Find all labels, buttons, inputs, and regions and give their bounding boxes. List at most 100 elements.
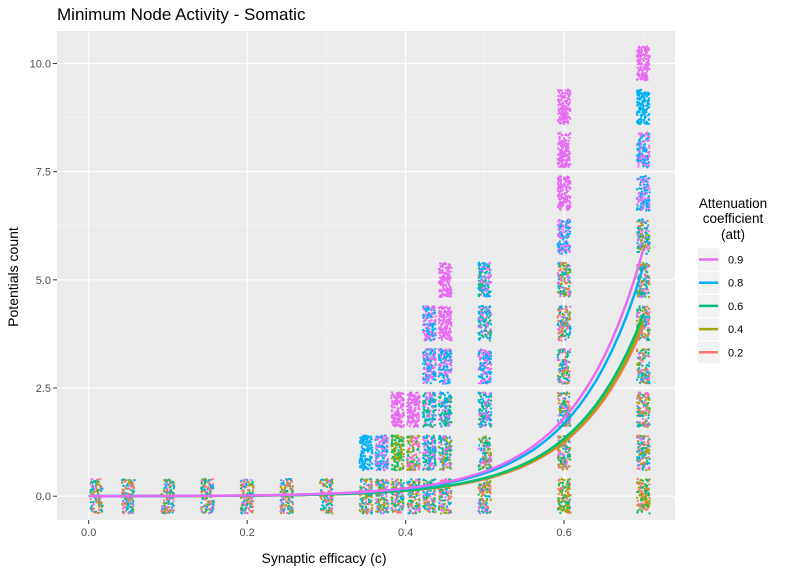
data-point <box>376 438 380 441</box>
data-point <box>478 338 481 341</box>
data-point <box>479 366 482 369</box>
data-point <box>431 446 434 449</box>
data-point <box>377 462 380 465</box>
data-point <box>95 483 98 487</box>
data-point <box>488 392 492 396</box>
data-point <box>426 402 429 406</box>
data-point <box>561 411 564 414</box>
data-point <box>377 450 381 453</box>
data-point <box>122 484 125 488</box>
data-point <box>485 395 488 398</box>
data-point <box>413 425 416 428</box>
data-point <box>396 511 399 514</box>
data-point <box>431 349 434 353</box>
data-point <box>447 370 450 373</box>
data-point <box>440 443 443 446</box>
data-point <box>409 412 412 415</box>
data-point <box>370 512 373 515</box>
data-point <box>130 481 133 484</box>
data-point <box>384 434 388 437</box>
data-point <box>488 460 491 463</box>
data-point <box>561 444 565 448</box>
data-point <box>440 509 443 512</box>
data-point <box>439 396 442 399</box>
data-point <box>432 372 435 375</box>
data-point <box>364 501 368 504</box>
data-point <box>399 446 402 449</box>
data-point <box>383 455 386 458</box>
data-point <box>395 457 398 461</box>
data-point <box>402 459 405 462</box>
data-point <box>438 441 441 444</box>
data-point <box>422 416 426 419</box>
data-point <box>487 484 490 488</box>
data-point <box>480 374 484 378</box>
data-point <box>247 507 250 510</box>
data-point <box>450 324 453 327</box>
data-point <box>326 496 329 500</box>
data-point <box>438 418 441 421</box>
data-point <box>399 406 402 409</box>
data-point <box>428 358 432 361</box>
data-point <box>370 446 374 449</box>
data-point <box>393 400 396 403</box>
data-point <box>279 499 282 502</box>
data-point <box>443 393 446 397</box>
data-point <box>379 467 382 470</box>
data-point <box>565 400 569 403</box>
data-point <box>415 453 418 456</box>
data-point <box>287 501 290 505</box>
data-point <box>414 478 418 482</box>
data-point <box>359 510 362 513</box>
data-point <box>412 439 415 443</box>
data-point <box>416 448 419 451</box>
data-point <box>282 511 285 514</box>
data-point <box>390 435 393 438</box>
data-point <box>485 458 488 461</box>
data-point <box>477 276 480 279</box>
data-point <box>424 479 427 482</box>
data-point <box>209 484 212 487</box>
data-point <box>245 496 248 499</box>
data-point <box>445 320 448 323</box>
data-point <box>487 286 490 289</box>
data-point <box>322 507 326 511</box>
data-point <box>440 401 444 404</box>
data-point <box>487 280 490 283</box>
data-point <box>161 507 164 510</box>
data-point <box>249 497 253 500</box>
data-point <box>396 478 399 481</box>
data-point <box>560 497 563 500</box>
data-point <box>449 490 452 493</box>
data-point <box>431 375 435 379</box>
data-point <box>441 455 445 458</box>
data-point <box>89 489 92 492</box>
data-point <box>562 459 565 462</box>
data-point <box>423 493 427 497</box>
data-point <box>133 490 136 493</box>
data-point <box>246 478 249 481</box>
data-point <box>482 316 485 320</box>
data-point <box>477 381 481 385</box>
data-point <box>415 456 418 459</box>
data-point <box>484 279 487 282</box>
data-point <box>439 468 442 471</box>
data-point <box>329 502 332 505</box>
data-point <box>280 490 283 493</box>
data-point <box>432 453 435 457</box>
data-point <box>95 501 98 504</box>
data-point <box>422 454 425 457</box>
data-point <box>386 507 389 511</box>
data-point <box>450 495 453 498</box>
data-point <box>200 501 203 504</box>
data-point <box>439 347 443 351</box>
data-point <box>369 447 372 450</box>
chart-title: Minimum Node Activity - Somatic <box>57 5 306 24</box>
data-point <box>386 463 390 466</box>
data-point <box>379 479 382 483</box>
data-point <box>280 501 283 504</box>
data-point <box>251 505 254 508</box>
data-point <box>359 504 362 508</box>
data-point <box>395 392 399 395</box>
data-point <box>126 503 130 506</box>
